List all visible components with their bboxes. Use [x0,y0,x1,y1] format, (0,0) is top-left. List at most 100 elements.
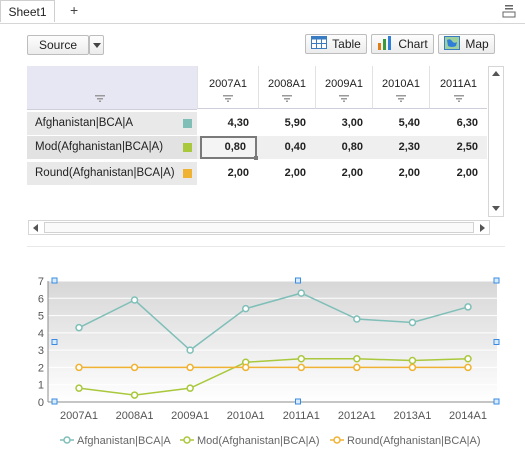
divider [27,246,505,247]
column-header[interactable]: 2010A1 [372,66,429,109]
scroll-left-icon[interactable] [33,224,38,232]
data-point[interactable] [464,363,472,372]
table-button[interactable]: Table [305,34,367,54]
x-tick-label: 2014A1 [449,410,487,422]
table-cell[interactable]: 2,00 [456,167,478,179]
series-line[interactable] [78,292,469,352]
resize-handle[interactable] [51,339,58,345]
table-row: Round(Afghanistan|BCA|A) 2,00 2,00 2,00 … [27,162,487,185]
table-cell[interactable]: 2,30 [398,141,420,153]
data-point[interactable] [408,363,417,372]
toolbar: Source Table Chart Map [0,33,525,57]
data-point[interactable] [353,355,361,363]
scroll-up-icon[interactable] [492,71,500,76]
map-button[interactable]: Map [438,34,495,54]
x-tick-label: 2008A1 [116,410,154,422]
data-point[interactable] [75,323,83,332]
scroll-down-icon[interactable] [492,206,500,211]
add-sheet-button[interactable]: + [70,2,78,18]
legend-label[interactable]: Mod(Afghanistan|BCA|A) [197,435,320,447]
source-button[interactable]: Source [27,35,89,55]
column-header-label: 2009A1 [325,78,363,90]
table-cell[interactable]: 2,00 [227,167,249,179]
data-point[interactable] [297,289,306,297]
column-header[interactable]: 2008A1 [258,66,315,109]
x-tick-label: 2012A1 [338,410,376,422]
data-point[interactable] [75,384,83,392]
x-tick-label: 2007A1 [60,410,98,422]
row-label: Mod(Afghanistan|BCA|A) [35,141,164,153]
legend-label[interactable]: Afghanistan|BCA|A [77,435,171,447]
menu-icon[interactable] [501,3,517,19]
filter-icon[interactable] [396,95,406,102]
column-header[interactable]: 2007A1 [197,66,258,109]
resize-handle[interactable] [493,398,500,405]
scroll-right-icon[interactable] [480,224,485,232]
fill-handle[interactable] [254,156,258,160]
row-header[interactable] [27,136,197,159]
data-point[interactable] [297,355,306,363]
plot-area [48,281,497,402]
row-label: Round(Afghanistan|BCA|A) [35,167,175,179]
data-point[interactable] [464,355,472,363]
data-point[interactable] [353,363,361,372]
filter-icon[interactable] [339,95,349,102]
data-point[interactable] [297,363,306,372]
resize-handle[interactable] [295,398,301,405]
resize-handle[interactable] [51,277,58,284]
tab-sheet1[interactable]: Sheet1 [0,0,55,22]
legend-marker-icon [333,436,341,444]
filter-icon[interactable] [454,95,464,102]
column-header-label: 2011A1 [439,78,478,90]
table-cell[interactable]: 2,50 [456,141,478,153]
data-point[interactable] [130,296,139,304]
table-cell[interactable]: 5,40 [398,117,420,129]
vertical-scrollbar[interactable] [488,66,504,217]
table-cell[interactable]: 5,90 [284,117,306,129]
chart-button-label: Chart [398,37,428,51]
table-cell[interactable]: 2,00 [398,167,420,179]
data-point[interactable] [408,356,417,365]
resize-handle[interactable] [51,398,58,405]
series-line[interactable] [78,358,469,396]
filter-icon[interactable] [223,95,233,102]
table-cell[interactable]: 0,40 [284,141,306,153]
table-cell[interactable]: 2,00 [284,167,306,179]
table-cell[interactable]: 3,00 [341,117,363,129]
resize-handle[interactable] [493,339,500,345]
table-corner-header [27,66,197,110]
line-chart[interactable]: 0 1 2 3 4 5 6 7 2007A1 2008A1 2009A1 2010A1 2011A1 2… [0,253,525,453]
data-point[interactable] [130,391,139,399]
data-point[interactable] [186,363,194,372]
scrollbar-thumb[interactable] [44,222,474,233]
chart-button[interactable]: Chart [371,34,434,54]
map-button-label: Map [465,37,489,51]
table-cell[interactable]: 6,30 [456,117,478,129]
y-tick-label: 2 [38,362,44,374]
resize-handle[interactable] [295,277,301,284]
row-header[interactable] [27,112,197,135]
data-point[interactable] [130,363,139,372]
source-dropdown-button[interactable] [89,35,104,55]
data-point[interactable] [75,363,83,372]
table-cell[interactable]: 4,30 [227,117,249,129]
legend-label[interactable]: Round(Afghanistan|BCA|A) [347,435,481,447]
data-point[interactable] [408,318,417,327]
table-cell-selected[interactable]: 0,80 [200,136,257,159]
data-point[interactable] [241,304,250,313]
table-cell[interactable]: 2,00 [341,167,363,179]
filter-icon[interactable] [282,95,292,102]
data-point[interactable] [353,315,361,323]
table-row: Mod(Afghanistan|BCA|A) 0,80 0,40 0,80 2,… [27,136,487,160]
filter-icon[interactable] [95,95,105,102]
data-point[interactable] [186,384,194,392]
column-header[interactable]: 2009A1 [315,66,372,109]
data-point[interactable] [464,303,472,311]
resize-handle[interactable] [493,277,500,284]
data-point[interactable] [241,363,250,372]
data-point[interactable] [186,346,194,354]
horizontal-scrollbar[interactable] [28,220,490,235]
row-header[interactable] [27,162,197,185]
column-header[interactable]: 2011A1 [429,66,487,109]
table-cell[interactable]: 0,80 [341,141,363,153]
